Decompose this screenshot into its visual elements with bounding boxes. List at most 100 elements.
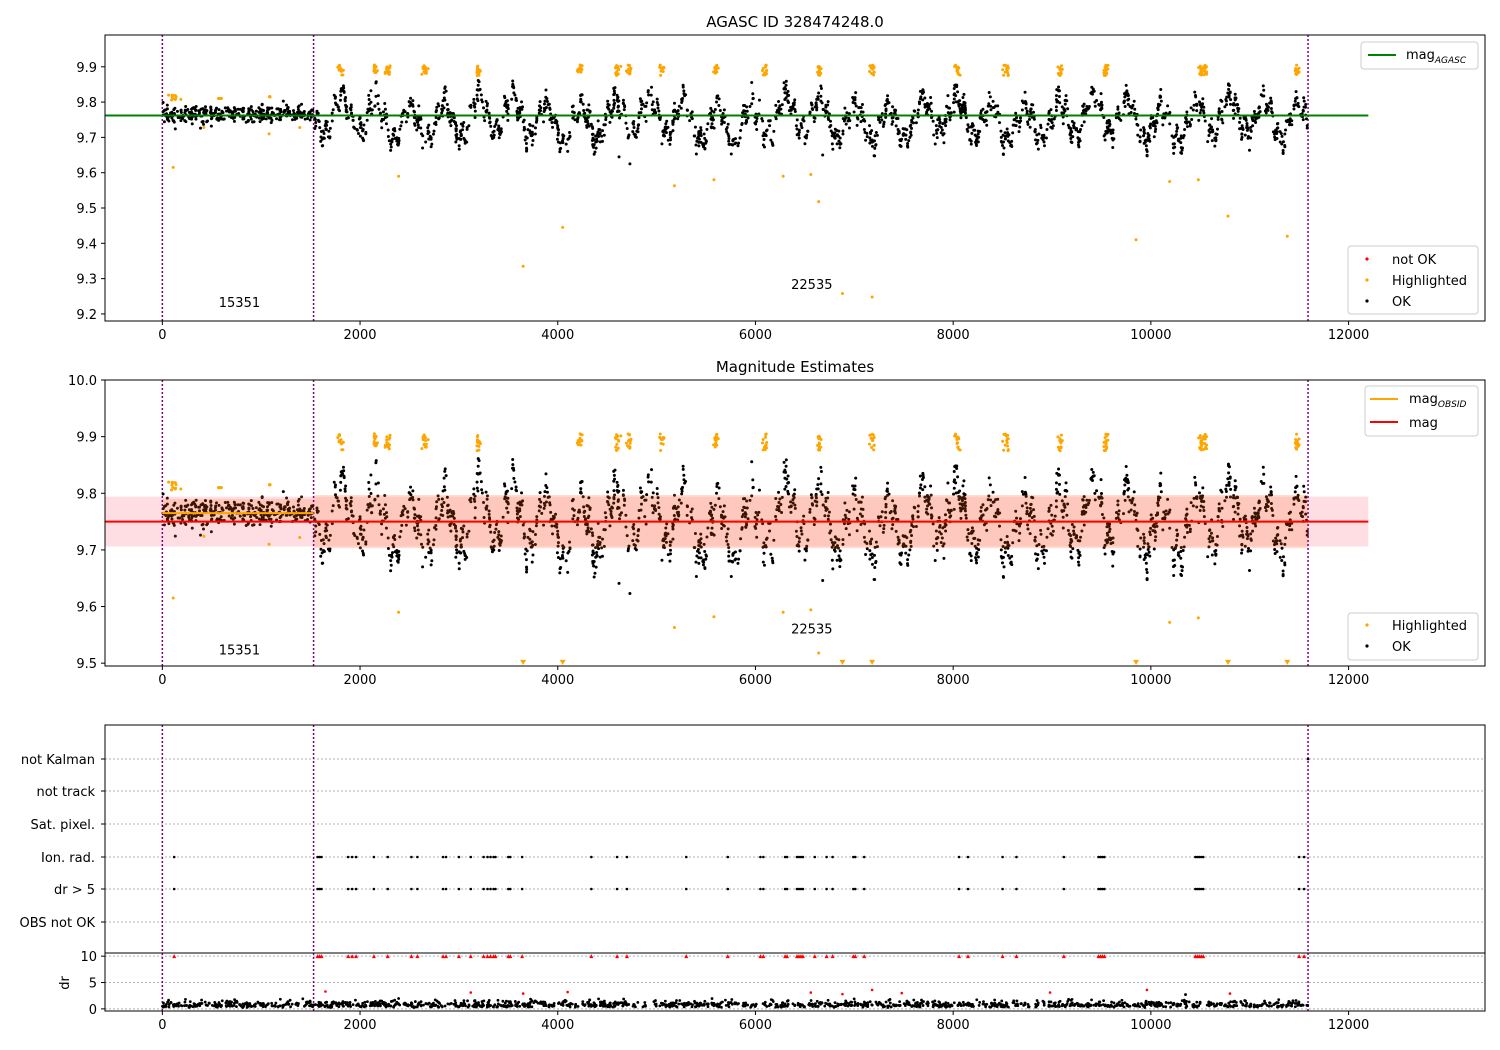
ok-point xyxy=(1281,140,1285,144)
ok-point xyxy=(935,541,939,545)
ok-point xyxy=(475,471,479,475)
highlighted-point xyxy=(1134,238,1138,242)
ok-point xyxy=(703,146,707,150)
ok-point xyxy=(1283,132,1287,136)
ok-point xyxy=(515,489,519,493)
ok-point xyxy=(650,468,654,472)
ok-point xyxy=(210,517,214,521)
ok-point xyxy=(1025,506,1029,510)
ok-point xyxy=(799,122,803,126)
ok-point xyxy=(935,136,939,140)
ok-point xyxy=(211,513,215,517)
ok-point xyxy=(270,106,274,110)
highlighted-point xyxy=(672,184,676,188)
ok-point xyxy=(183,504,187,508)
highlighted-point xyxy=(958,73,962,77)
ok-point xyxy=(734,141,738,145)
ok-point xyxy=(913,506,917,510)
ok-point xyxy=(254,109,258,113)
ok-point xyxy=(479,480,483,484)
ok-point xyxy=(432,129,436,133)
ok-point xyxy=(1054,105,1058,109)
ok-point xyxy=(929,96,933,100)
ok-point xyxy=(1018,517,1022,521)
ok-point xyxy=(1275,542,1279,546)
ok-point xyxy=(1069,140,1073,144)
ok-point xyxy=(739,128,743,132)
ok-point xyxy=(701,559,705,563)
ok-point xyxy=(831,567,835,571)
ok-point xyxy=(690,117,694,121)
ok-point xyxy=(726,122,730,126)
ok-point xyxy=(199,503,203,507)
ok-point xyxy=(776,504,780,508)
ok-point xyxy=(847,112,851,116)
ok-point xyxy=(1295,484,1299,488)
ok-point xyxy=(743,109,747,113)
ok-point xyxy=(455,133,459,137)
highlighted-point xyxy=(870,72,874,76)
ok-point xyxy=(489,545,493,549)
ok-point xyxy=(862,535,866,539)
ok-point xyxy=(330,119,334,123)
ok-point xyxy=(673,517,677,521)
ok-point xyxy=(1147,545,1151,549)
ok-point xyxy=(768,124,772,128)
highlighted-point xyxy=(1200,70,1204,74)
ok-point xyxy=(319,554,323,558)
ok-point xyxy=(260,117,264,121)
ok-point xyxy=(665,119,669,123)
ok-point xyxy=(323,529,327,533)
ok-point xyxy=(891,499,895,503)
ok-point xyxy=(741,103,745,107)
ok-point xyxy=(829,538,833,542)
highlighted-point xyxy=(372,65,376,69)
ok-point xyxy=(1216,117,1220,121)
ok-point xyxy=(970,131,974,135)
ok-point xyxy=(787,492,791,496)
ok-point xyxy=(531,530,535,534)
ok-point xyxy=(1238,534,1242,538)
ok-point xyxy=(309,115,313,119)
ok-point xyxy=(755,128,759,132)
ok-point xyxy=(540,511,544,515)
ok-point xyxy=(1302,484,1306,488)
ok-point xyxy=(198,126,202,130)
ok-point xyxy=(370,511,374,515)
y-tick-label: 9.5 xyxy=(76,202,97,217)
ok-point xyxy=(985,110,989,114)
ok-point xyxy=(520,107,524,111)
ok-point xyxy=(440,104,444,108)
ok-point xyxy=(789,105,793,109)
ok-point xyxy=(664,131,668,135)
ok-point xyxy=(478,471,482,475)
highlighted-point xyxy=(1285,234,1289,238)
ok-point xyxy=(655,492,659,496)
ok-point xyxy=(847,116,851,120)
ok-point xyxy=(594,565,598,569)
ok-point xyxy=(172,120,176,124)
ok-point xyxy=(1241,126,1245,130)
ok-point xyxy=(1166,497,1170,501)
ok-point xyxy=(794,529,798,533)
ok-point xyxy=(596,539,600,543)
ok-point xyxy=(595,554,599,558)
ok-point xyxy=(856,117,860,121)
ok-point xyxy=(366,107,370,111)
ok-point xyxy=(1253,119,1257,123)
ok-point xyxy=(1024,501,1028,505)
ok-point xyxy=(579,97,583,101)
ok-point xyxy=(586,122,590,126)
ok-point xyxy=(615,93,619,97)
ok-point xyxy=(988,483,992,487)
ok-point xyxy=(595,139,599,143)
ok-point xyxy=(1028,117,1032,121)
ok-point xyxy=(1142,541,1146,545)
ok-point xyxy=(589,527,593,531)
ok-point xyxy=(1240,542,1244,546)
ok-point xyxy=(1033,535,1037,539)
ok-point xyxy=(194,498,198,502)
ok-point xyxy=(644,119,648,123)
ok-point xyxy=(543,99,547,103)
ok-point xyxy=(358,134,362,138)
